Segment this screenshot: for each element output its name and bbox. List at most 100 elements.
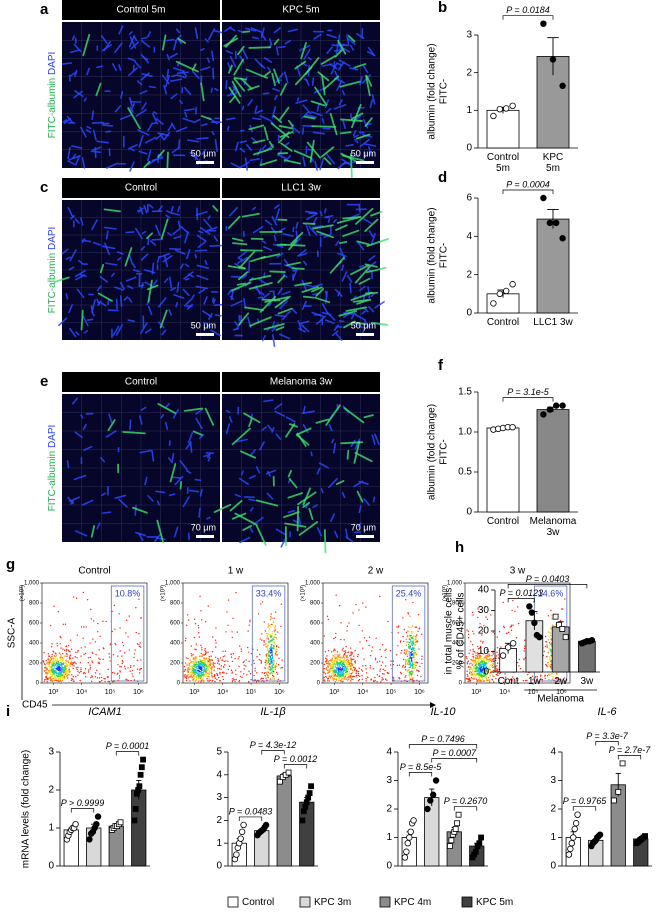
flow-dot [414,635,417,638]
flow-dot [408,652,410,654]
image-blue [302,104,312,115]
flow-dot [334,666,336,668]
flow-dot [66,663,68,665]
flow-dot [69,651,71,653]
flow-dot [408,659,410,662]
point [556,621,562,628]
flow-dot [397,626,399,628]
flow-dot [68,666,70,669]
flow-dot [489,668,491,670]
point [132,806,139,812]
flow-dot [71,677,73,680]
flow-dot [378,675,381,677]
image-blue [355,314,366,321]
flow-dot [390,660,392,662]
flow-dot [271,633,273,635]
flow-dot [550,648,552,651]
image-title: Melanoma 3w [270,377,333,388]
flow-dot [467,630,469,633]
point [503,105,510,112]
flow-dot [67,664,69,667]
flow-dot [190,661,192,664]
image-blue [278,227,286,233]
flow-dot [484,673,487,676]
flow-dot [340,680,343,683]
flow-dot [473,663,475,665]
flow-dot [498,630,501,633]
image-green [296,434,310,446]
flow-dot [89,656,92,659]
flow-dot [276,645,278,647]
flow-dot [334,654,336,656]
image-blue [67,160,76,166]
flow-dot [492,669,494,672]
image-blue [151,238,164,241]
stain-label: FITC-albumin DAPI [47,52,58,139]
flow-dot [392,664,395,666]
flow-dot [125,632,127,634]
image-blue [75,274,86,281]
flow-ytick-label: 400 [310,641,321,647]
flow-dot [340,659,343,661]
image-blue [275,208,280,221]
image-blue [336,43,350,47]
flow-dot [538,681,540,683]
flow-dot [263,621,265,623]
flow-dot [361,670,364,672]
flow-dot [266,672,268,674]
image-blue [83,329,89,334]
flow-dot [465,677,468,680]
flow-dot [347,657,349,659]
flow-gate-label: 14.6% [538,588,564,598]
image-blue [141,102,147,110]
point [131,817,138,824]
point [499,652,507,659]
image-blue [144,476,148,486]
stain-label: FITC-albumin DAPI [47,227,58,314]
image-blue [114,42,123,54]
image-blue [163,277,169,283]
image-blue [282,290,291,296]
image-blue [176,74,187,79]
flow-dot [360,669,363,671]
flow-dot [132,675,134,677]
p-value: P = 0.0483 [229,806,272,816]
flow-dot [341,672,344,675]
flow-dot [343,657,346,659]
flow-dot [334,670,337,673]
flow-dot [368,644,370,647]
flow-dot [413,664,416,666]
flow-dot [186,668,189,670]
flow-dot [335,658,337,661]
image-blue [100,35,108,44]
flow-dot [108,653,110,655]
flow-dot [43,663,46,665]
flow-dot [344,674,347,677]
flow-dot [206,668,209,670]
image-blue [211,297,215,303]
significance-bracket [408,772,433,777]
flow-dot [185,676,187,678]
image-blue [306,212,318,221]
image-blue [155,490,166,494]
legend-label: KPC 5m [476,897,513,908]
point [406,834,413,841]
flow-dot [358,667,360,669]
point [559,402,566,409]
flow-dot [407,612,409,614]
flow-dot [474,674,477,677]
image-blue [128,31,133,36]
flow-dot [338,677,340,679]
flow-dot [547,615,550,617]
image-blue [311,225,324,229]
image-blue [255,466,261,474]
flow-dot [204,647,206,650]
image-blue [170,205,174,212]
chart-title: IL-1β [260,706,286,718]
image-blue [331,438,335,444]
image-blue [235,438,248,443]
flow-dot [407,671,409,673]
flow-dot [333,671,335,673]
image-blue [186,303,193,310]
image-green [127,107,141,130]
